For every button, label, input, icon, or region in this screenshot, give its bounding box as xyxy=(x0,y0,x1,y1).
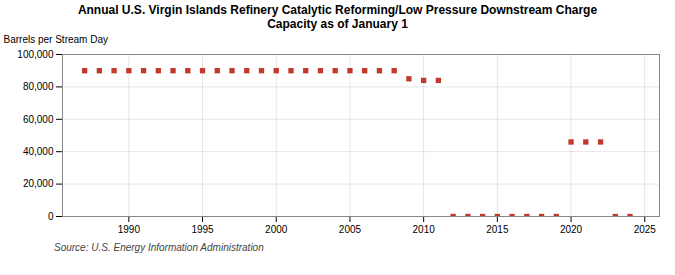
svg-text:0: 0 xyxy=(48,210,54,221)
html-text:Source: U.S. Energy Informatio: Source: U.S. Energy Information Administ… xyxy=(54,241,264,253)
svg-text:80,000: 80,000 xyxy=(23,81,54,92)
svg-text:2025: 2025 xyxy=(634,223,657,234)
svg-text:2010: 2010 xyxy=(413,223,436,234)
svg-text:2020: 2020 xyxy=(560,223,583,234)
svg-text:40,000: 40,000 xyxy=(23,146,54,157)
svg-text:20,000: 20,000 xyxy=(23,178,54,189)
svg-text:60,000: 60,000 xyxy=(23,113,54,124)
html-text:Annual U.S. Virgin Islands Ref: Annual U.S. Virgin Islands Refinery Cata… xyxy=(77,3,598,32)
svg-text:2000: 2000 xyxy=(265,223,288,234)
svg-text:1990: 1990 xyxy=(118,223,141,234)
svg-text:2005: 2005 xyxy=(339,223,362,234)
svg-text:100,000: 100,000 xyxy=(17,48,54,59)
svg-text:1995: 1995 xyxy=(191,223,214,234)
svg-text:Barrels per Stream Day: Barrels per Stream Day xyxy=(4,33,108,44)
svg-text:2015: 2015 xyxy=(486,223,509,234)
